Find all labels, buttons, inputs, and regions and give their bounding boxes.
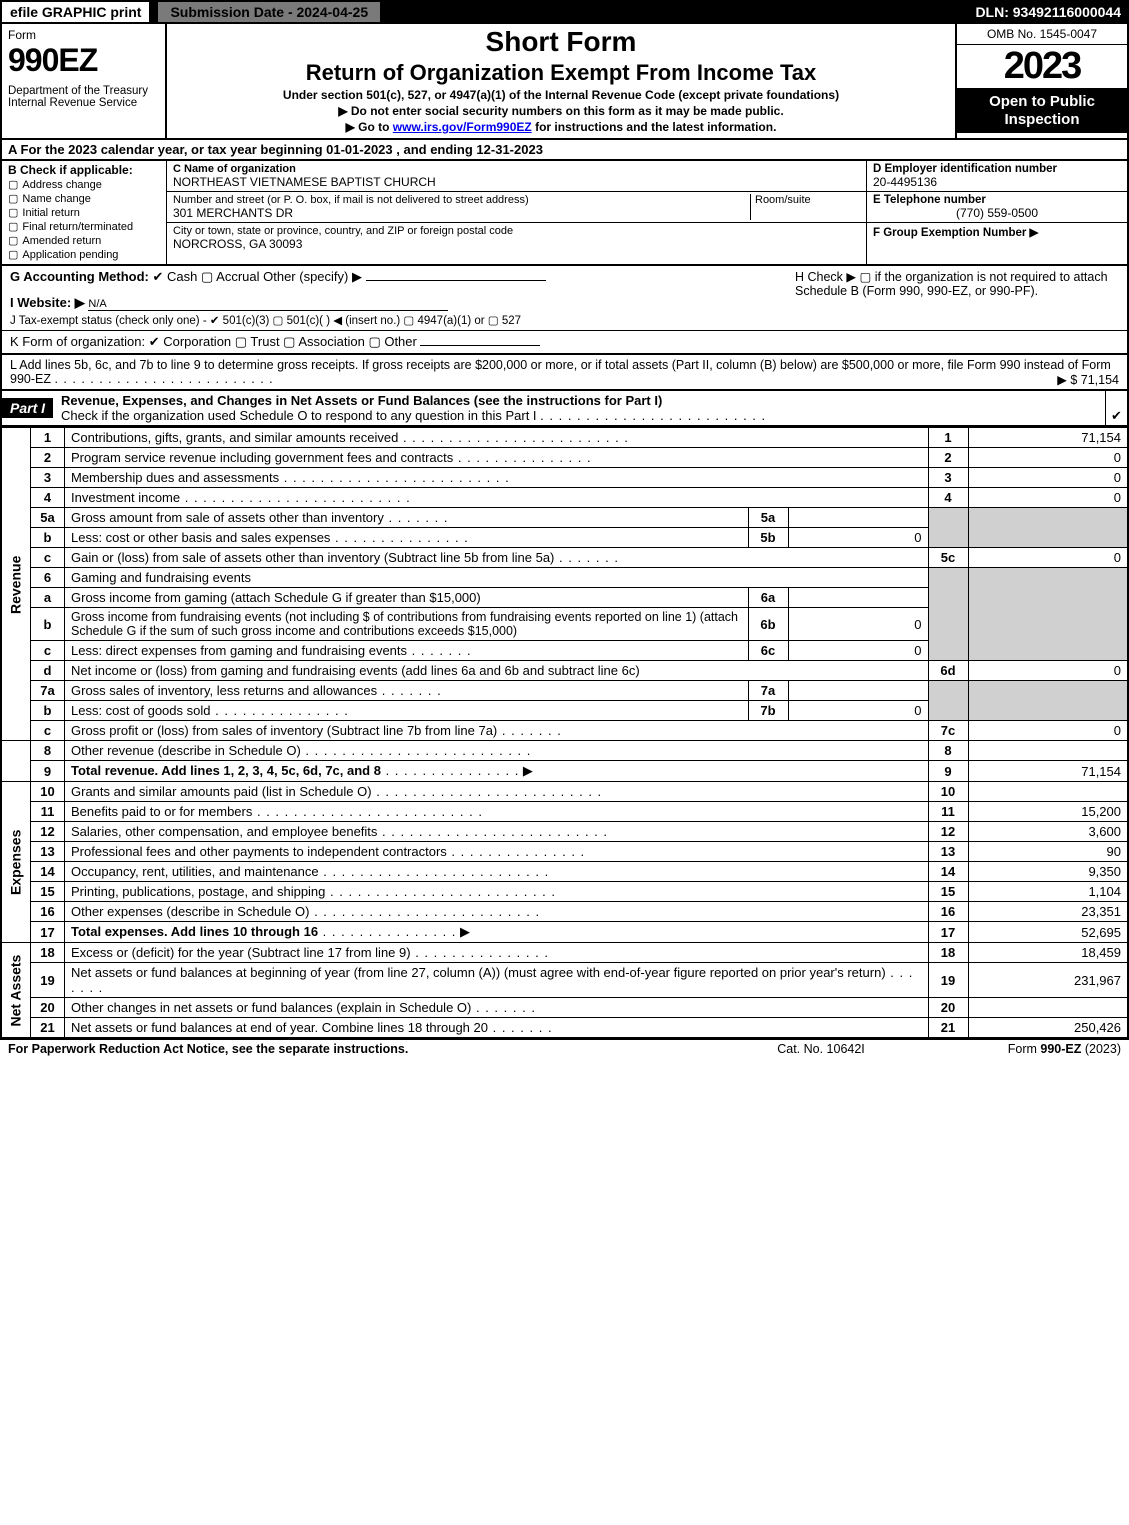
row-j: J Tax-exempt status (check only one) - ✔… [10,313,779,327]
col-c: C Name of organization NORTHEAST VIETNAM… [167,161,867,264]
line9-amt: 71,154 [968,761,1128,782]
chk-application-pending[interactable]: Application pending [8,248,160,261]
col-b: B Check if applicable: Address change Na… [2,161,167,264]
department: Department of the Treasury Internal Reve… [8,85,159,109]
chk-address-change[interactable]: Address change [8,178,160,191]
ein: 20-4495136 [873,175,1121,189]
tax-year: 2023 [957,45,1127,89]
row-l: L Add lines 5b, 6c, and 7b to line 9 to … [0,355,1129,391]
b-label: B Check if applicable: [8,163,160,177]
line1-amt: 71,154 [968,428,1128,448]
return-title: Return of Organization Exempt From Incom… [173,60,949,86]
part1-label: Part I [2,398,53,418]
org-name: NORTHEAST VIETNAMESE BAPTIST CHURCH [173,175,860,189]
dln: DLN: 93492116000044 [967,2,1129,22]
e-phone-label: E Telephone number [873,194,1121,206]
part1-title: Revenue, Expenses, and Changes in Net As… [53,391,1105,425]
l-amount: ▶ $ 71,154 [1057,372,1119,387]
row-i: I Website: ▶ N/A [10,295,779,311]
side-revenue: Revenue [1,428,31,741]
page-footer: For Paperwork Reduction Act Notice, see … [0,1039,1129,1058]
header-left: Form 990EZ Department of the Treasury In… [2,24,167,138]
part1-header: Part I Revenue, Expenses, and Changes in… [0,391,1129,427]
top-bar: efile GRAPHIC print Submission Date - 20… [0,0,1129,24]
short-form-title: Short Form [173,26,949,58]
bullet-1: ▶ Do not enter social security numbers o… [173,104,949,118]
f-group-label: F Group Exemption Number ▶ [873,225,1121,239]
chk-name-change[interactable]: Name change [8,192,160,205]
d-ein-label: D Employer identification number [873,163,1121,175]
block-bcdef: B Check if applicable: Address change Na… [0,161,1129,266]
side-netassets: Net Assets [1,943,31,1039]
c-name-label: C Name of organization [173,163,860,175]
room-label: Room/suite [755,194,860,206]
header-right: OMB No. 1545-0047 2023 Open to Public In… [957,24,1127,138]
city: NORCROSS, GA 30093 [173,237,860,251]
row-a: A For the 2023 calendar year, or tax yea… [0,140,1129,161]
bullet-2: ▶ Go to www.irs.gov/Form990EZ for instru… [173,120,949,134]
footer-left: For Paperwork Reduction Act Notice, see … [8,1042,721,1056]
efile-label: efile GRAPHIC print [0,0,151,24]
side-expenses: Expenses [1,782,31,943]
open-to-public: Open to Public Inspection [957,89,1127,133]
footer-right: Form 990-EZ (2023) [921,1042,1121,1056]
street: 301 MERCHANTS DR [173,206,750,220]
submission-date: Submission Date - 2024-04-25 [157,1,381,23]
row-h: H Check ▶ ▢ if the organization is not r… [787,266,1127,330]
block-ghijk: G Accounting Method: ✔ Cash ▢ Accrual Ot… [0,266,1129,355]
row-k: K Form of organization: ✔ Corporation ▢ … [2,330,1127,353]
website-val: N/A [88,298,448,311]
city-label: City or town, state or province, country… [173,225,860,237]
chk-final-return[interactable]: Final return/terminated [8,220,160,233]
under-section: Under section 501(c), 527, or 4947(a)(1)… [173,88,949,102]
form-word: Form [8,28,159,42]
row-g: G Accounting Method: ✔ Cash ▢ Accrual Ot… [10,269,779,285]
part1-check[interactable]: ✔ [1105,391,1127,425]
header-center: Short Form Return of Organization Exempt… [167,24,957,138]
footer-catno: Cat. No. 10642I [721,1042,921,1056]
phone: (770) 559-0500 [873,206,1121,220]
chk-amended-return[interactable]: Amended return [8,234,160,247]
street-label: Number and street (or P. O. box, if mail… [173,194,750,206]
irs-link[interactable]: www.irs.gov/Form990EZ [393,120,532,134]
col-d: D Employer identification number 20-4495… [867,161,1127,264]
lines-table: Revenue 1 Contributions, gifts, grants, … [0,427,1129,1039]
omb-number: OMB No. 1545-0047 [957,24,1127,45]
form-number: 990EZ [8,42,159,79]
form-header: Form 990EZ Department of the Treasury In… [0,24,1129,140]
chk-initial-return[interactable]: Initial return [8,206,160,219]
